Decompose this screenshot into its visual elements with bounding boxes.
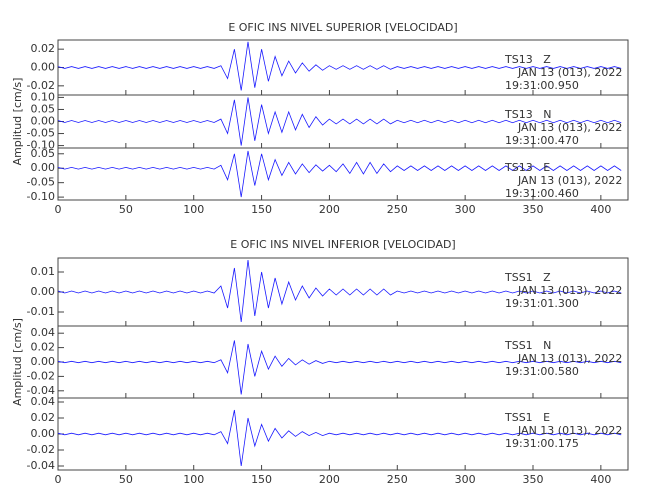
x-tick-label: 0 (55, 203, 62, 216)
y-tick-label: 0.10 (31, 90, 56, 103)
time-label: 19:31:00.470 (505, 134, 579, 147)
y-tick-label: 0.02 (31, 341, 56, 354)
x-tick-label: 100 (183, 473, 204, 486)
time-label: 19:31:00.460 (505, 187, 579, 200)
x-tick-label: 400 (590, 473, 611, 486)
waveform (57, 41, 622, 91)
y-tick-label: -0.10 (27, 139, 55, 152)
waveform (57, 340, 622, 395)
date-label: JAN 13 (013), 2022 (517, 352, 622, 365)
x-tick-label: 350 (523, 203, 544, 216)
time-label: 19:31:01.300 (505, 297, 579, 310)
x-tick-label: 350 (523, 473, 544, 486)
y-tick-label: 0.04 (31, 395, 56, 408)
x-tick-label: 150 (251, 203, 272, 216)
y-tick-label: -0.02 (27, 443, 55, 456)
x-tick-label: 50 (119, 473, 133, 486)
date-label: JAN 13 (013), 2022 (517, 174, 622, 187)
station-label: TS13 Z (504, 53, 551, 66)
date-label: JAN 13 (013), 2022 (517, 66, 622, 79)
y-tick-label: 0.00 (31, 355, 56, 368)
x-tick-label: 300 (455, 203, 476, 216)
panel-frame (57, 147, 629, 201)
x-tick-label: 50 (119, 203, 133, 216)
y-tick-label: 0.00 (31, 161, 56, 174)
y-tick-label: -0.05 (27, 176, 55, 189)
y-tick-label: 0.02 (31, 411, 56, 424)
waveform (57, 409, 622, 467)
y-tick-label: 0.05 (31, 102, 56, 115)
x-tick-label: 150 (251, 473, 272, 486)
date-label: JAN 13 (013), 2022 (517, 121, 622, 134)
y-tick-label: 0.00 (31, 61, 56, 74)
x-tick-label: 200 (319, 473, 340, 486)
x-tick-label: 0 (55, 473, 62, 486)
y-tick-label: -0.04 (27, 384, 55, 397)
station-label: TSS1 Z (504, 271, 551, 284)
station-label: TS13 E (504, 161, 550, 174)
y-tick-label: 0.04 (31, 326, 56, 339)
station-label: TSS1 E (504, 411, 550, 424)
date-label: JAN 13 (013), 2022 (517, 424, 622, 437)
time-label: 19:31:00.950 (505, 79, 579, 92)
x-tick-label: 250 (387, 473, 408, 486)
x-tick-label: 400 (590, 203, 611, 216)
chart-title: E OFIC INS NIVEL SUPERIOR [VELOCIDAD] (228, 21, 457, 34)
waveform (57, 259, 622, 323)
date-label: JAN 13 (013), 2022 (517, 284, 622, 297)
x-tick-label: 300 (455, 473, 476, 486)
y-tick-label: 0.02 (31, 42, 56, 55)
time-label: 19:31:00.580 (505, 365, 579, 378)
y-axis-label: Amplitud [cm/s] (11, 318, 24, 406)
x-tick-label: 100 (183, 203, 204, 216)
waveform (57, 97, 622, 146)
y-tick-label: 0.00 (31, 427, 56, 440)
y-tick-label: 0.00 (31, 285, 56, 298)
time-label: 19:31:00.175 (505, 437, 579, 450)
y-tick-label: -0.04 (27, 459, 55, 472)
y-tick-label: 0.00 (31, 115, 56, 128)
y-tick-label: 0.05 (31, 147, 56, 160)
y-tick-label: -0.10 (27, 190, 55, 203)
chart-title: E OFIC INS NIVEL INFERIOR [VELOCIDAD] (230, 238, 455, 251)
y-tick-label: -0.02 (27, 369, 55, 382)
y-tick-label: -0.02 (27, 79, 55, 92)
y-axis-label: Amplitud [cm/s] (11, 78, 24, 166)
y-tick-label: 0.01 (31, 265, 56, 278)
y-tick-label: -0.05 (27, 127, 55, 140)
x-tick-label: 250 (387, 203, 408, 216)
y-tick-label: -0.01 (27, 305, 55, 318)
station-label: TSS1 N (504, 339, 551, 352)
station-label: TS13 N (504, 108, 551, 121)
waveform (57, 150, 622, 198)
x-tick-label: 200 (319, 203, 340, 216)
